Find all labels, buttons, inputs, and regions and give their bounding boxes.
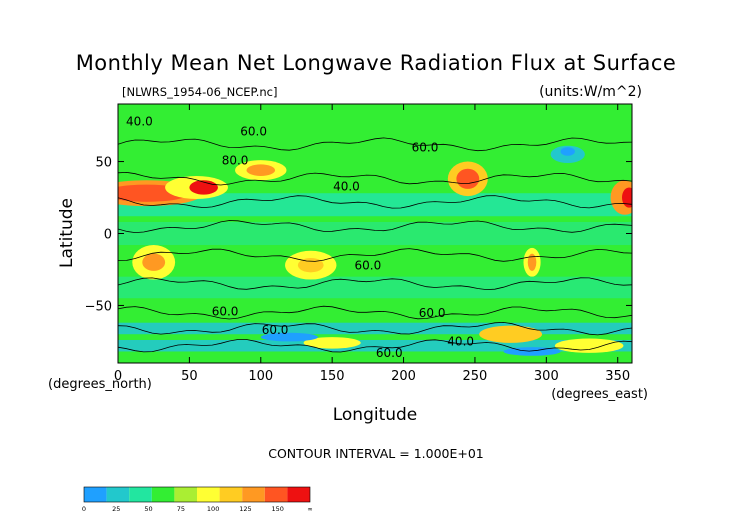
plot-area: 40.0 60.0 60.0 80.0 40.0 60.0 60.0 60.0 60.0 40.0…: [118, 104, 632, 363]
colorbar-label-2: 50: [144, 505, 152, 513]
contour-label-3: 80.0: [222, 153, 249, 167]
contour-line-7: [118, 321, 632, 336]
contour-lines: [118, 137, 632, 353]
contour-line-8: [118, 339, 632, 353]
contour-line-6: [118, 305, 632, 320]
contour-label-10: 60.0: [376, 346, 403, 360]
x-tick-label-7: 350: [605, 369, 630, 384]
colorbar-label-3: 75: [177, 505, 185, 513]
field-cell-16: [479, 325, 543, 343]
field-cell-17: [554, 338, 624, 353]
contour-labels: 40.0 60.0 60.0 80.0 40.0 60.0 60.0 60.0 60.0 40.0…: [126, 115, 474, 361]
contour-line-3: [118, 220, 632, 234]
colorbar-label-4: 100: [207, 505, 219, 513]
colorbar-label-6: 150: [272, 505, 284, 513]
x-tick-label-5: 250: [463, 369, 488, 384]
colorbar-swatch-3: [151, 487, 175, 502]
contour-line-4: [118, 248, 632, 262]
colorbar-swatch-7: [242, 487, 265, 502]
colorbar-swatch-0: [84, 487, 107, 502]
x-tick-label-6: 300: [534, 369, 559, 384]
contour-label-7: 60.0: [419, 306, 446, 320]
field-cell-15: [527, 253, 537, 271]
colorbar-swatch-5: [197, 487, 220, 502]
field-cell-5: [246, 164, 276, 176]
x-tick-label-4: 200: [391, 369, 416, 384]
colorbar-swatch-4: [174, 487, 197, 502]
units-label: (units:W/m^2): [539, 84, 642, 100]
field-cell-20: [560, 147, 575, 156]
y-tick-label-0: 50: [95, 156, 112, 171]
field-band-3: [118, 322, 632, 335]
chart-title: Monthly Mean Net Longwave Radiation Flux…: [76, 51, 677, 75]
field-cell-7: [456, 168, 480, 189]
contour-interval-note: CONTOUR INTERVAL = 1.000E+01: [268, 446, 484, 461]
colorbar-label-5: 125: [239, 505, 251, 513]
x-tick-label-1: 50: [181, 369, 198, 384]
field-band-2: [118, 276, 632, 299]
y-axis-ticks: 50 0 −50: [85, 156, 632, 314]
field-cell-21: [260, 332, 318, 342]
x-axis-label: Longitude: [333, 405, 418, 425]
y-tick-label-2: −50: [85, 299, 112, 314]
contour-line-0: [118, 137, 632, 152]
colorbar-swatch-1: [106, 487, 130, 502]
x-tick-label-0: 0: [114, 369, 122, 384]
field-cell-13: [297, 257, 324, 273]
contour-line-2: [118, 195, 632, 209]
field-band-1: [118, 221, 632, 246]
contour-label-5: 60.0: [355, 258, 382, 272]
contour-label-0: 40.0: [126, 115, 153, 129]
y-axis-label: Latitude: [57, 198, 77, 268]
colorbar-swatch-9: [287, 487, 310, 502]
y-axis-unit: (degrees_north): [48, 377, 152, 392]
contour-line-1: [118, 171, 632, 186]
x-axis-ticks: 0 50 100 150 200 250 300 350: [114, 104, 630, 384]
x-tick-label-3: 150: [320, 369, 345, 384]
contour-label-9: 40.0: [447, 335, 474, 349]
colorbar-swatch-6: [219, 487, 243, 502]
field-band-4: [118, 339, 632, 352]
colorbar-swatch-8: [264, 487, 288, 502]
colorbar-label-7: ∞: [307, 505, 312, 513]
colorbar-label-0: 0: [82, 505, 86, 513]
colorbar-label-1: 25: [112, 505, 120, 513]
field-cell-11: [142, 253, 166, 271]
colorbar-swatch-2: [129, 487, 152, 502]
contour-label-6: 60.0: [212, 305, 239, 319]
x-axis-unit: (degrees_east): [551, 387, 648, 402]
colorbar-frame: [83, 486, 311, 503]
contour-line-5: [118, 277, 632, 291]
file-label: [NLWRS_1954-06_NCEP.nc]: [122, 85, 277, 99]
x-tick-label-2: 100: [248, 369, 273, 384]
contour-label-8: 60.0: [262, 323, 289, 337]
field-cell-18: [303, 337, 361, 349]
contour-label-1: 60.0: [240, 125, 267, 139]
field-cell-9: [622, 187, 632, 208]
y-tick-label-1: 0: [104, 228, 112, 243]
contour-label-2: 60.0: [412, 140, 439, 154]
colorbar: 0 25 50 75 100 125 150 ∞: [82, 486, 313, 513]
contour-label-4: 40.0: [333, 179, 360, 193]
